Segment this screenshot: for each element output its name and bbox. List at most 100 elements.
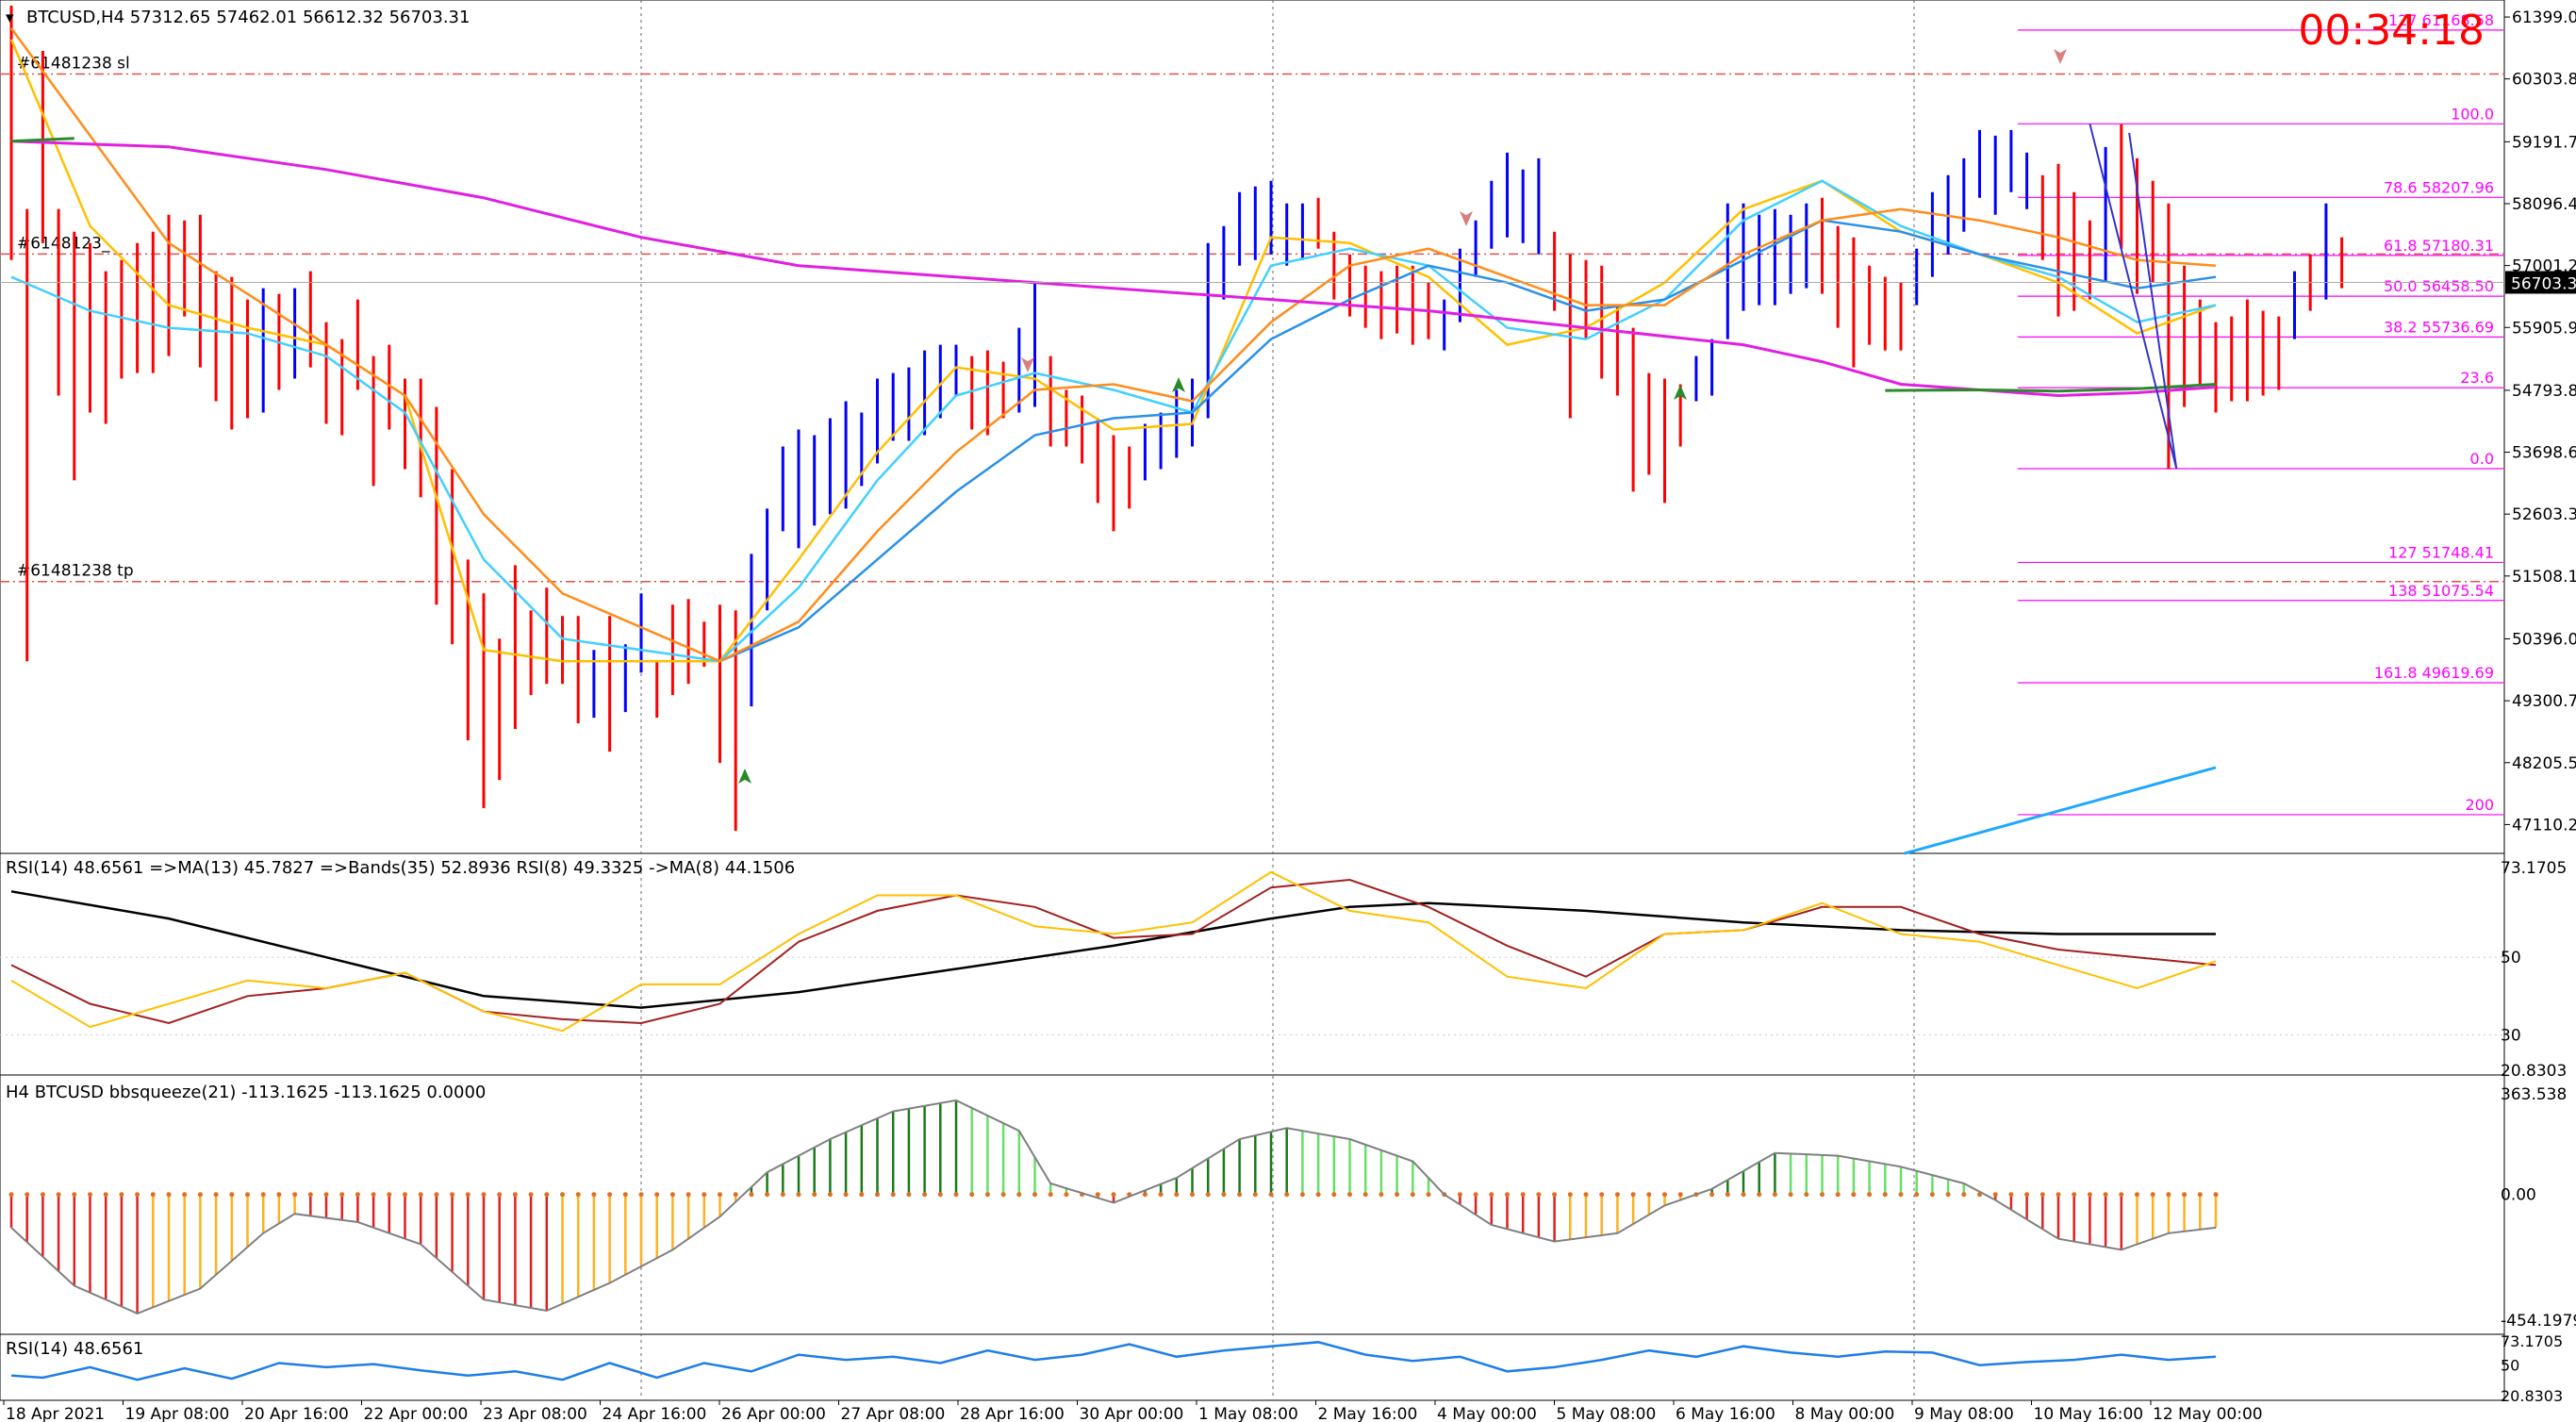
rsi-small-tick-label: 20.8303 bbox=[2501, 1387, 2563, 1405]
squeeze-dot bbox=[119, 1192, 124, 1198]
squeeze-dot bbox=[260, 1192, 266, 1198]
price-tick-label: 60303.80 bbox=[2512, 71, 2576, 90]
squeeze-dot bbox=[575, 1192, 581, 1198]
price-tick-label: 59191.70 bbox=[2512, 133, 2576, 152]
squeeze-dot bbox=[1567, 1192, 1573, 1198]
squeeze-dot bbox=[1898, 1192, 1904, 1198]
squeeze-dot bbox=[497, 1192, 503, 1198]
price-tick-label: 53698.60 bbox=[2512, 444, 2576, 463]
squeeze-dot bbox=[1662, 1192, 1667, 1198]
fib-level-label: 61.8 57180.31 bbox=[2384, 237, 2494, 255]
bbsqueeze-panel[interactable] bbox=[0, 1074, 2505, 1335]
squeeze-dot bbox=[1315, 1192, 1321, 1198]
trend-line bbox=[1904, 766, 2217, 855]
time-tick-label: 1 May 08:00 bbox=[1198, 1405, 1298, 1422]
squeeze-dot bbox=[2056, 1192, 2061, 1198]
time-tick-label: 2 May 16:00 bbox=[1318, 1405, 1418, 1422]
chart-objects bbox=[0, 49, 2504, 855]
squeeze-dot bbox=[1190, 1192, 1195, 1198]
squeeze-dot bbox=[796, 1192, 801, 1198]
squeeze-dot bbox=[1929, 1192, 1935, 1198]
squeeze-dot bbox=[1536, 1192, 1542, 1198]
moving-averages bbox=[9, 27, 2217, 663]
squeeze-dot bbox=[2135, 1192, 2139, 1198]
rsi-panel[interactable] bbox=[0, 852, 2505, 1076]
rsi-small-panel[interactable] bbox=[0, 1333, 2505, 1401]
squeeze-dot bbox=[1410, 1192, 1415, 1198]
squeeze-dot bbox=[1064, 1192, 1069, 1198]
squeeze-dot bbox=[2213, 1192, 2219, 1198]
rsi-lines bbox=[0, 870, 2504, 1035]
squeeze-dot bbox=[528, 1192, 534, 1198]
squeeze-tick-label: 0.00 bbox=[2501, 1186, 2536, 1205]
signal-arrow-icon bbox=[738, 769, 751, 784]
rsi-tick-label: 20.8303 bbox=[2501, 1062, 2567, 1081]
time-tick-label: 30 Apr 00:00 bbox=[1080, 1405, 1184, 1422]
symbol-info: BTCUSD,H4 57312.65 57462.01 56612.32 567… bbox=[26, 8, 470, 27]
squeeze-panel-label: H4 BTCUSD bbsqueeze(21) -113.1625 -113.1… bbox=[6, 1083, 486, 1102]
squeeze-dot bbox=[890, 1192, 896, 1198]
squeeze-tick-label: -454.1979 bbox=[2501, 1312, 2576, 1331]
rsi-small-line bbox=[10, 1341, 2217, 1381]
squeeze-dot bbox=[213, 1192, 219, 1198]
squeeze-dot bbox=[135, 1192, 140, 1198]
order-level-label: #61481238 tp bbox=[17, 562, 134, 581]
squeeze-dot bbox=[8, 1192, 14, 1198]
squeeze-dot bbox=[2166, 1192, 2171, 1198]
fib-level-label: 50.0 56458.50 bbox=[2384, 277, 2494, 295]
price-tick-label: 55905.95 bbox=[2512, 319, 2576, 338]
squeeze-dot bbox=[843, 1192, 849, 1198]
signal-arrow-icon bbox=[1172, 377, 1185, 392]
signal-arrow-icon bbox=[1460, 211, 1473, 226]
squeeze-dot bbox=[1757, 1192, 1762, 1198]
time-tick-label: 26 Apr 00:00 bbox=[721, 1405, 826, 1422]
squeeze-dot bbox=[1820, 1192, 1825, 1198]
signal-arrow-icon bbox=[1021, 357, 1034, 372]
fib-level-label: 38.2 55736.69 bbox=[2384, 318, 2494, 336]
squeeze-dot bbox=[984, 1192, 990, 1198]
squeeze-dot bbox=[702, 1192, 707, 1198]
squeeze-dot bbox=[1426, 1192, 1431, 1198]
squeeze-dot bbox=[1583, 1192, 1589, 1198]
fib-level-label: 100.0 bbox=[2451, 105, 2494, 123]
squeeze-dot bbox=[1016, 1192, 1022, 1198]
fib-level-label: 0.0 bbox=[2470, 450, 2494, 468]
squeeze-dot bbox=[1379, 1192, 1384, 1198]
squeeze-dot bbox=[718, 1192, 722, 1198]
squeeze-dot bbox=[25, 1192, 30, 1198]
squeeze-dot bbox=[1174, 1192, 1180, 1198]
squeeze-dot bbox=[2103, 1192, 2108, 1198]
squeeze-dot bbox=[1835, 1192, 1841, 1198]
squeeze-dot bbox=[103, 1192, 108, 1198]
price-tick-label: 54793.85 bbox=[2512, 382, 2576, 401]
squeeze-dot bbox=[292, 1192, 298, 1198]
squeeze-dot bbox=[1520, 1192, 1526, 1198]
signal-arrow-icon bbox=[2054, 49, 2067, 64]
order-level-label: #61481238 sl bbox=[17, 55, 130, 74]
time-tick-label: 20 Apr 16:00 bbox=[244, 1405, 349, 1422]
squeeze-dot bbox=[371, 1192, 376, 1198]
main-price-panel[interactable] bbox=[0, 0, 2505, 854]
squeeze-dot bbox=[859, 1192, 865, 1198]
squeeze-dot bbox=[434, 1192, 439, 1198]
time-tick-label: 5 May 08:00 bbox=[1557, 1405, 1657, 1422]
fib-level-label: 127 51748.41 bbox=[2388, 543, 2494, 561]
squeeze-dot bbox=[812, 1192, 817, 1198]
squeeze-dot bbox=[1032, 1192, 1037, 1198]
squeeze-dot bbox=[1914, 1192, 1920, 1198]
squeeze-dot bbox=[1772, 1192, 1777, 1198]
squeeze-dot bbox=[922, 1192, 928, 1198]
squeeze-dot bbox=[339, 1192, 345, 1198]
squeeze-dot bbox=[1221, 1192, 1227, 1198]
squeeze-dot bbox=[1804, 1192, 1809, 1198]
price-tick-label: 61399.05 bbox=[2512, 8, 2576, 27]
price-axis-bg bbox=[2505, 0, 2576, 1422]
menu-triangle-icon[interactable]: ▾ bbox=[6, 8, 14, 27]
price-tick-label: 51508.10 bbox=[2512, 568, 2576, 587]
time-tick-label: 8 May 00:00 bbox=[1795, 1405, 1895, 1422]
squeeze-dot bbox=[638, 1192, 644, 1198]
bbsqueeze-histogram bbox=[8, 1099, 2219, 1315]
squeeze-dot bbox=[875, 1192, 880, 1198]
squeeze-dot bbox=[1489, 1192, 1494, 1198]
